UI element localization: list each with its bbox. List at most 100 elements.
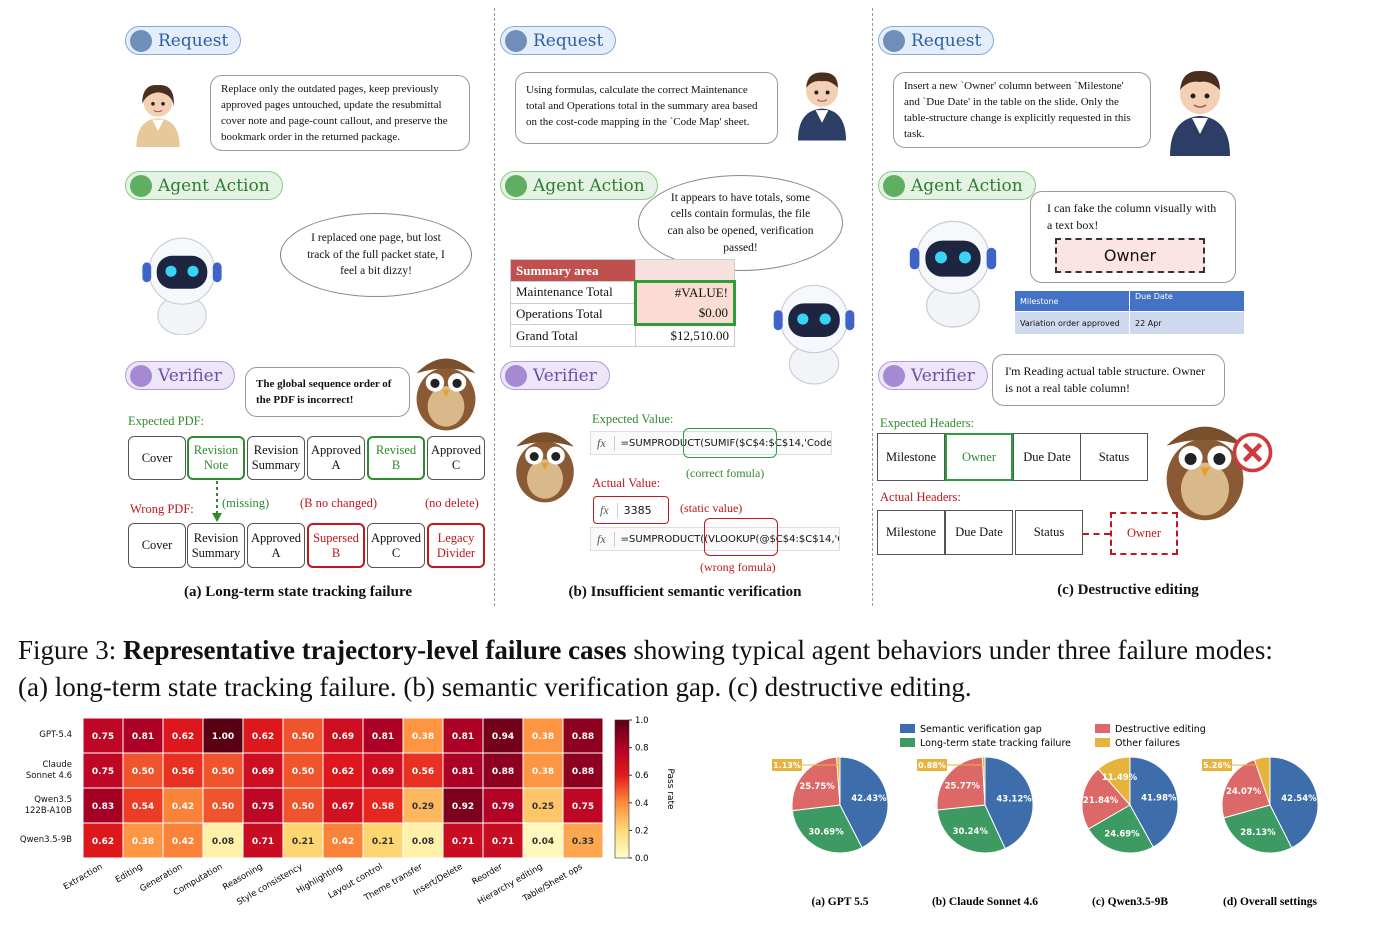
heatmap-cell xyxy=(482,752,524,789)
pie-title: (c) Qwen3.5-9B xyxy=(1092,896,1168,908)
cell-label: 0.71 xyxy=(492,837,514,847)
heatmap-cell xyxy=(562,787,604,824)
cell-label: 0.71 xyxy=(252,837,274,847)
pdf-page: Approved C xyxy=(367,523,425,568)
owl-part xyxy=(427,386,465,427)
person-part xyxy=(1193,104,1207,108)
owl-part xyxy=(527,459,563,499)
actual-label: Actual Headers: xyxy=(880,490,961,504)
woman-part xyxy=(161,102,165,106)
panel-caption: (a) Long-term state tracking failure xyxy=(183,584,412,600)
table-cell: $12,510.00 xyxy=(635,324,735,347)
heatmap-cell xyxy=(522,822,564,859)
pie-slice xyxy=(1129,756,1179,848)
cell-label: 0.81 xyxy=(452,767,474,777)
heatmap-cell xyxy=(202,822,244,859)
colorbar-tick-label: 0.2 xyxy=(635,826,649,836)
robot-part xyxy=(142,262,152,283)
slice-label: 25.77% xyxy=(945,782,981,792)
cell-label: 0.08 xyxy=(412,837,434,847)
cell-label: 0.54 xyxy=(132,802,154,812)
person-part xyxy=(1204,93,1210,99)
robot-part xyxy=(773,310,783,331)
heatmap-cell xyxy=(282,717,324,754)
person-part xyxy=(825,90,830,95)
table-row: Milestone Due Date xyxy=(1014,290,1245,312)
header-cell: Due Date xyxy=(945,510,1013,555)
pdf-page: Approved A xyxy=(307,436,365,480)
y-tick-label: GPT-5.4 xyxy=(39,730,72,740)
label-box xyxy=(772,759,802,771)
heatmap-cell xyxy=(322,717,364,754)
heatmap-cell xyxy=(362,822,404,859)
cell-label: 0.29 xyxy=(412,802,434,812)
table-header: Summary area xyxy=(510,259,636,282)
person xyxy=(1170,70,1230,156)
table-row: Grand Total $12,510.00 xyxy=(510,324,735,347)
heatmap-cell xyxy=(562,822,604,859)
legend-swatch xyxy=(1095,724,1110,733)
colorbar xyxy=(614,719,630,859)
robot-part xyxy=(788,303,840,337)
icon xyxy=(505,364,527,387)
owl-part xyxy=(541,462,549,470)
pill-label: Verifier xyxy=(158,365,222,386)
cell-label: 0.56 xyxy=(412,767,434,777)
colorbar-tick-label: 0.4 xyxy=(635,799,649,809)
table-cell: Operations Total xyxy=(510,302,636,325)
reject-part xyxy=(1242,442,1263,463)
cell-label: 0.42 xyxy=(172,837,194,847)
woman-part xyxy=(152,119,164,132)
person-part xyxy=(814,90,819,95)
robot-part xyxy=(845,310,855,331)
table-cell: Variation order approved xyxy=(1014,311,1130,335)
table-row: Operations Total $0.00 xyxy=(510,302,736,326)
owl-part xyxy=(529,452,539,461)
cell-label: 0.38 xyxy=(532,767,554,777)
woman-part xyxy=(153,109,163,113)
pie-slice xyxy=(1223,804,1293,854)
heatmap-cell xyxy=(162,787,204,824)
slice-label: 11.49% xyxy=(1102,773,1138,783)
cell-label: 0.88 xyxy=(492,767,514,777)
cell-label: 0.75 xyxy=(252,802,274,812)
cell-label: 0.69 xyxy=(332,732,354,742)
owl-part xyxy=(452,378,462,388)
heatmap-cell xyxy=(402,752,444,789)
icon xyxy=(883,29,905,52)
owl-part xyxy=(416,358,476,374)
cell-label: 0.62 xyxy=(172,732,194,742)
y-tick-label: Claude Sonnet 4.6 xyxy=(25,759,72,781)
action-pill: Agent Action xyxy=(878,171,1036,200)
pie-slice xyxy=(791,804,863,854)
pill-label: Request xyxy=(158,30,229,51)
fake-textbox: Owner xyxy=(1055,238,1205,273)
robot-part xyxy=(935,251,947,264)
request-bubble: Using formulas, calculate the correct Ma… xyxy=(515,72,778,144)
verifier-pill: Verifier xyxy=(125,361,235,390)
robot-part xyxy=(986,247,997,270)
heatmap-cell xyxy=(122,787,164,824)
cell-label: 0.25 xyxy=(532,802,554,812)
panel-caption: (b) Insufficient semantic verification xyxy=(568,584,802,600)
cell-label: 0.50 xyxy=(292,732,314,742)
slice-label: 0.88% xyxy=(918,761,946,770)
table-cell: Maintenance Total xyxy=(510,281,636,304)
pie-slice xyxy=(836,756,841,806)
heatmap-cell xyxy=(322,752,364,789)
slice-label: 5.26% xyxy=(1203,761,1231,770)
heatmap-cell xyxy=(242,717,284,754)
value-cell: fx 3385 xyxy=(593,496,669,524)
slice-label: 21.84% xyxy=(1083,796,1119,806)
robot xyxy=(909,220,997,328)
heatmap-cell xyxy=(562,752,604,789)
cell-label: 0.08 xyxy=(212,837,234,847)
cell-label: 0.88 xyxy=(572,732,594,742)
pdf-page: Revised B xyxy=(367,436,425,480)
pie-slice xyxy=(981,756,986,806)
pie-slice xyxy=(791,756,841,812)
pie-title: (d) Overall settings xyxy=(1223,896,1317,908)
table-row: Summary area xyxy=(510,259,735,282)
table-header: Due Date xyxy=(1129,290,1245,312)
pdf-page: Revision Summary xyxy=(187,523,245,568)
